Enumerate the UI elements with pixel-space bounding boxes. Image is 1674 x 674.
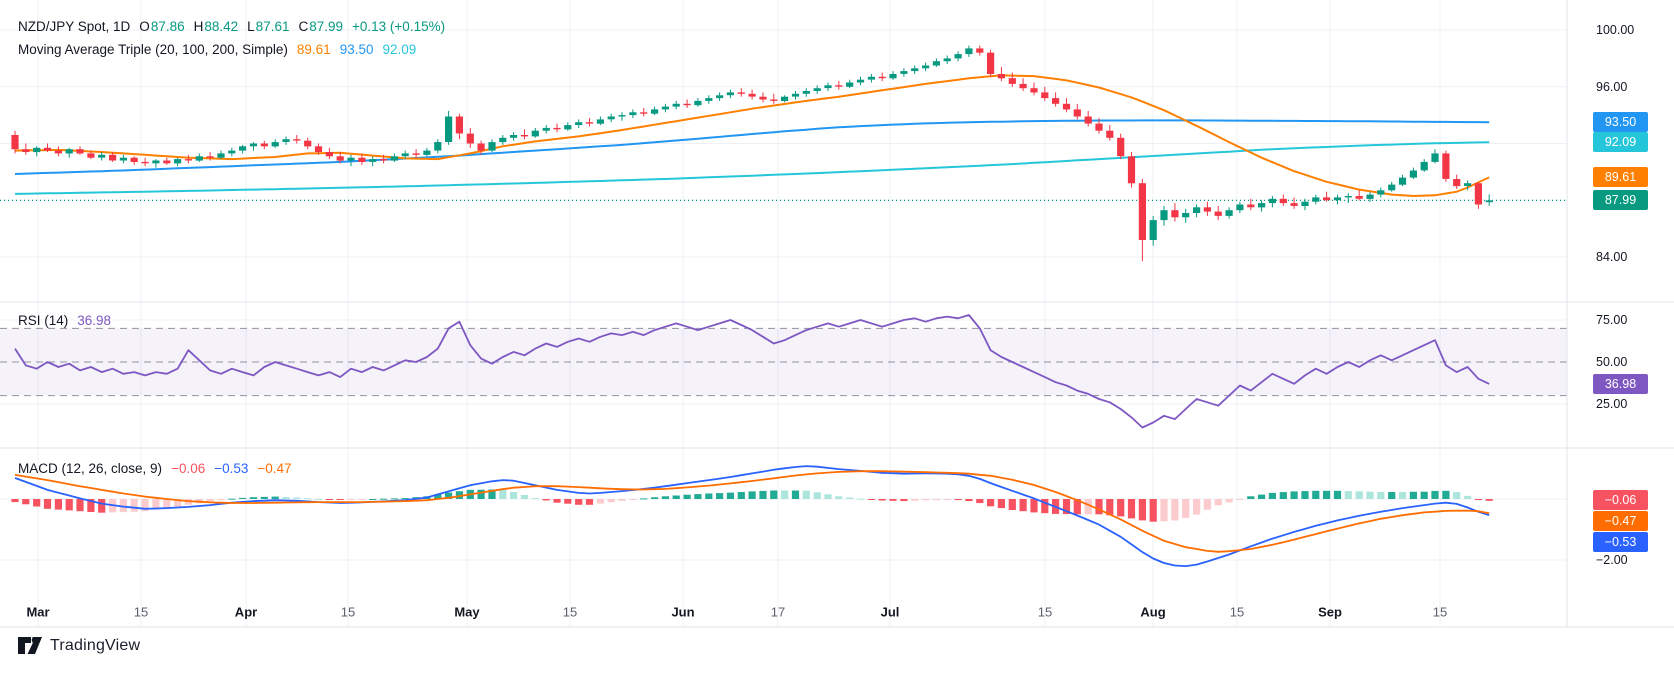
price-badge-ma200[interactable]: 92.09 bbox=[1593, 132, 1648, 153]
price-axis-tick: 25.00 bbox=[1596, 397, 1628, 411]
rsi-legend: RSI (14) 36.98 bbox=[18, 309, 111, 332]
macd-signal-line[interactable] bbox=[14, 470, 1490, 553]
ma-legend-row[interactable]: Moving Average Triple (20, 100, 200, Sim… bbox=[18, 38, 445, 61]
tradingview-logo[interactable]: TradingView bbox=[18, 636, 140, 655]
macd-histogram[interactable] bbox=[11, 489, 1493, 522]
price-badge-macd-hist[interactable]: −0.06 bbox=[1593, 490, 1648, 510]
price-axis-tick: −2.00 bbox=[1596, 553, 1628, 567]
time-axis-label: 15 bbox=[133, 604, 149, 620]
time-axis-label: 17 bbox=[770, 604, 786, 620]
ma20-value: 89.61 bbox=[296, 42, 331, 57]
ohlc-low: L87.61 bbox=[247, 19, 290, 34]
rsi-legend-row[interactable]: RSI (14) 36.98 bbox=[18, 309, 111, 332]
macd-hist-value: −0.06 bbox=[171, 461, 206, 476]
candlestick-series[interactable] bbox=[11, 45, 1493, 262]
time-axis-label: Jun bbox=[671, 604, 695, 620]
ohlc-open: O87.86 bbox=[139, 19, 185, 34]
macd-legend: MACD (12, 26, close, 9) −0.06 −0.53 −0.4… bbox=[18, 457, 292, 480]
time-axis-label: Sep bbox=[1318, 604, 1342, 620]
time-axis-label: 15 bbox=[340, 604, 356, 620]
time-axis-label: Jul bbox=[880, 604, 900, 620]
rsi-value: 36.98 bbox=[77, 313, 112, 328]
time-axis-label: 15 bbox=[562, 604, 578, 620]
macd-title: MACD (12, 26, close, 9) bbox=[18, 461, 163, 476]
price-axis-tick: 96.00 bbox=[1596, 79, 1628, 94]
time-axis-label: Aug bbox=[1140, 604, 1166, 620]
rsi-title: RSI (14) bbox=[18, 313, 69, 328]
rsi-level-lines bbox=[0, 327, 1567, 397]
main-legend: NZD/JPY Spot, 1D O87.86 H88.42 L87.61 C8… bbox=[18, 15, 445, 61]
price-badge-close[interactable]: 87.99 bbox=[1593, 190, 1648, 211]
time-axis[interactable]: Mar 15 Apr 15 May 15 Jun 17 Jul 15 Aug 15 Sep 15 bbox=[0, 597, 1567, 627]
sma-200-line[interactable] bbox=[14, 141, 1490, 195]
ohlc-close: C87.99 bbox=[298, 19, 344, 34]
time-axis-label: May bbox=[454, 604, 480, 620]
time-axis-label: 15 bbox=[1229, 604, 1245, 620]
price-badge-ma20[interactable]: 89.61 bbox=[1593, 167, 1648, 188]
symbol-legend-row[interactable]: NZD/JPY Spot, 1D O87.86 H88.42 L87.61 C8… bbox=[18, 15, 445, 38]
sma-20-line[interactable] bbox=[14, 74, 1490, 197]
macd-legend-row[interactable]: MACD (12, 26, close, 9) −0.06 −0.53 −0.4… bbox=[18, 457, 292, 480]
macd-line-value: −0.53 bbox=[214, 461, 249, 476]
ma100-value: 93.50 bbox=[339, 42, 374, 57]
ma-title: Moving Average Triple (20, 100, 200, Sim… bbox=[18, 42, 288, 57]
rsi-line[interactable] bbox=[14, 314, 1490, 429]
ma200-value: 92.09 bbox=[382, 42, 417, 57]
price-badge-macd-signal[interactable]: −0.47 bbox=[1593, 511, 1648, 531]
tradingview-icon bbox=[18, 637, 42, 654]
symbol-title: NZD/JPY Spot, 1D bbox=[18, 19, 131, 34]
time-axis-label: Apr bbox=[234, 604, 258, 620]
price-badge-rsi[interactable]: 36.98 bbox=[1593, 373, 1648, 394]
time-axis-label: 15 bbox=[1037, 604, 1053, 620]
price-axis-tick: 100.00 bbox=[1596, 23, 1635, 37]
price-axis-tick: 75.00 bbox=[1596, 313, 1628, 327]
sma-100-line[interactable] bbox=[14, 119, 1490, 175]
price-axis[interactable]: 100.00 96.00 84.00 75.00 50.00 25.00 −2.00 93.5… bbox=[1567, 0, 1674, 627]
macd-signal-value: −0.47 bbox=[257, 461, 292, 476]
tradingview-wordmark: TradingView bbox=[50, 636, 141, 654]
change-value: +0.13 (+0.15%) bbox=[352, 19, 446, 34]
time-axis-label: 15 bbox=[1432, 604, 1448, 620]
price-axis-tick: 50.00 bbox=[1596, 355, 1628, 369]
ohlc-high: H88.42 bbox=[193, 19, 239, 34]
time-axis-label: Mar bbox=[26, 604, 50, 620]
price-badge-ma100[interactable]: 93.50 bbox=[1593, 112, 1648, 133]
price-axis-tick: 84.00 bbox=[1596, 250, 1628, 264]
price-badge-macd-line[interactable]: −0.53 bbox=[1593, 532, 1648, 552]
